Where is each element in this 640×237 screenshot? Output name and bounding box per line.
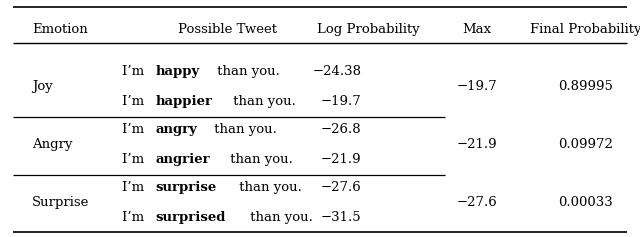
Text: Angry: Angry: [32, 138, 72, 151]
Text: −31.5: −31.5: [321, 211, 362, 224]
Text: Log Probability: Log Probability: [317, 23, 419, 36]
Text: than you.: than you.: [210, 123, 276, 136]
Text: angrier: angrier: [156, 153, 211, 166]
Text: I’m: I’m: [122, 95, 148, 108]
Text: than you.: than you.: [246, 211, 314, 224]
Text: Final Probability: Final Probability: [530, 23, 640, 36]
Text: happy: happy: [156, 65, 200, 78]
Text: than you.: than you.: [226, 153, 293, 166]
Text: angry: angry: [156, 123, 198, 136]
Text: surprise: surprise: [156, 181, 217, 194]
Text: −27.6: −27.6: [321, 181, 362, 194]
Text: than you.: than you.: [235, 181, 301, 194]
Text: than you.: than you.: [229, 95, 296, 108]
Text: I’m: I’m: [122, 181, 148, 194]
Text: −27.6: −27.6: [456, 196, 497, 209]
Text: I’m: I’m: [122, 153, 148, 166]
Text: −24.38: −24.38: [312, 65, 362, 78]
Text: −26.8: −26.8: [321, 123, 362, 136]
Text: I’m: I’m: [122, 211, 148, 224]
Text: 0.89995: 0.89995: [558, 80, 613, 93]
Text: than you.: than you.: [212, 65, 280, 78]
Text: −19.7: −19.7: [456, 80, 497, 93]
Text: I’m: I’m: [122, 65, 148, 78]
Text: −21.9: −21.9: [321, 153, 362, 166]
Text: 0.09972: 0.09972: [558, 138, 613, 151]
Text: Possible Tweet: Possible Tweet: [178, 23, 276, 36]
Text: Joy: Joy: [32, 80, 52, 93]
Text: Max: Max: [462, 23, 492, 36]
Text: −21.9: −21.9: [456, 138, 497, 151]
Text: 0.00033: 0.00033: [558, 196, 613, 209]
Text: I’m: I’m: [122, 123, 148, 136]
Text: Emotion: Emotion: [32, 23, 88, 36]
Text: surprised: surprised: [156, 211, 226, 224]
Text: happier: happier: [156, 95, 212, 108]
Text: Surprise: Surprise: [32, 196, 90, 209]
Text: −19.7: −19.7: [321, 95, 362, 108]
